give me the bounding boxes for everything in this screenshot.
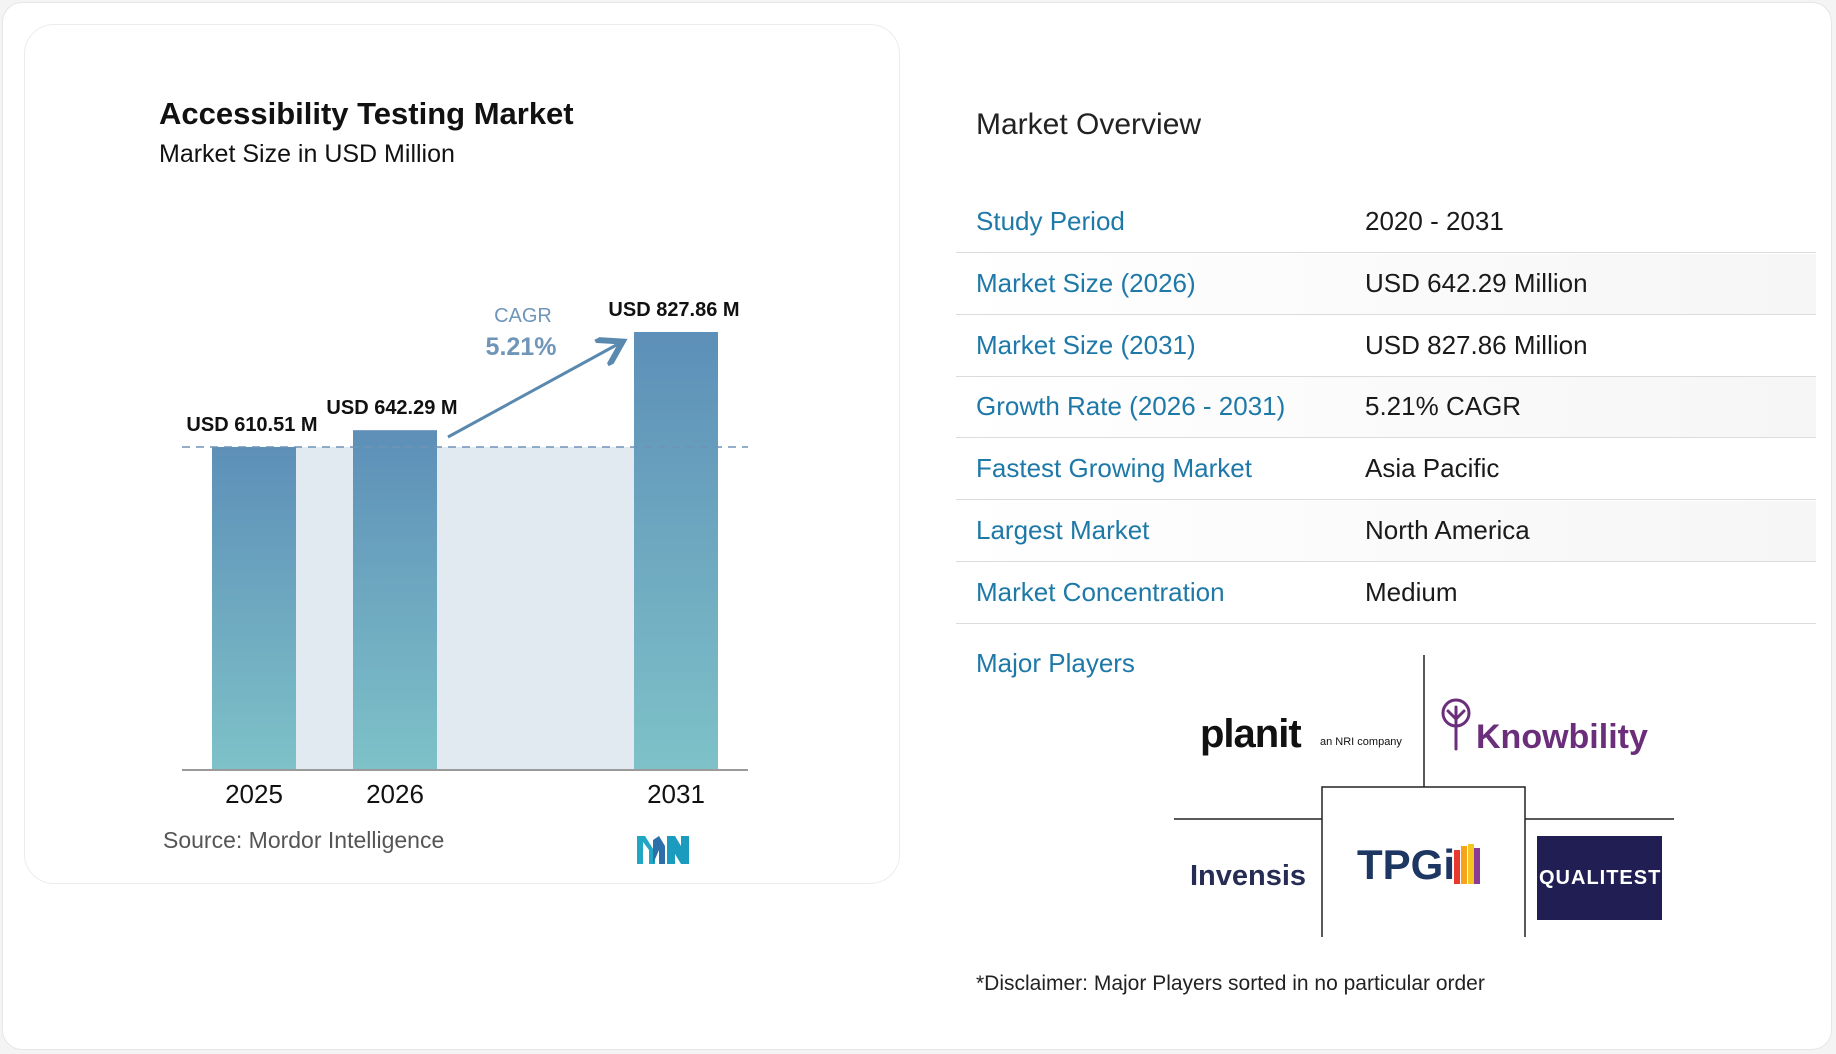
bar-2025 (212, 446, 296, 770)
overview-row-value: Asia Pacific (1365, 453, 1500, 483)
knowbility-logo: Knowbility (1476, 718, 1648, 756)
overview-row-label: Market Size (2031) (976, 330, 1196, 360)
planit-sub-logo: an NRI company (1320, 736, 1402, 748)
overview-row-value: USD 827.86 Million (1365, 330, 1588, 360)
baseline-band (296, 446, 634, 770)
source-note: Source: Mordor Intelligence (163, 827, 445, 853)
overview-row-value: 2020 - 2031 (1365, 206, 1504, 236)
overview-row-label: Largest Market (976, 515, 1150, 545)
invensis-logo: Invensis (1190, 860, 1307, 892)
cagr-arrow (447, 343, 620, 439)
mordor-intelligence-logo (637, 836, 689, 864)
overview-row: Largest Market North America (956, 501, 1816, 562)
data-label: USD 610.51 M (186, 414, 317, 436)
bar-2026 (353, 430, 437, 770)
overview-row: Study Period 2020 - 2031 (956, 192, 1816, 253)
bar-chart: 2025 2026 2031 USD 610.51 M USD 642.29 M USD … (182, 299, 748, 809)
overview-row: Market Concentration Medium (956, 563, 1816, 624)
disclaimer: *Disclaimer: Major Players sorted in no … (976, 972, 1485, 995)
overview-row: Market Size (2031) USD 827.86 Million (956, 316, 1816, 377)
planit-logo: planit (1200, 712, 1302, 756)
x-tick-label: 2026 (366, 779, 424, 809)
data-label: USD 827.86 M (608, 299, 739, 321)
cagr-label: CAGR (494, 305, 552, 327)
overview-row-value: USD 642.29 Million (1365, 268, 1588, 298)
qualitest-logo-text: QUALITEST (1539, 867, 1662, 889)
tpgi-logo: TPGi (1357, 841, 1456, 888)
knowbility-leaf-icon (1441, 698, 1471, 751)
overview-row-value: Medium (1365, 577, 1458, 607)
bar-2031 (634, 332, 718, 770)
overview-row-label: Growth Rate (2026 - 2031) (976, 391, 1286, 421)
overview-title: Market Overview (976, 108, 1202, 141)
overview-row-label: Study Period (976, 206, 1125, 236)
qualitest-logo: QUALITEST (1537, 836, 1662, 920)
overview-row: Market Size (2026) USD 642.29 Million (956, 254, 1816, 315)
major-players-label: Major Players (976, 648, 1135, 678)
overview-row: Growth Rate (2026 - 2031) 5.21% CAGR (956, 377, 1816, 438)
overview-row-value: North America (1365, 515, 1530, 545)
overview-row-value: 5.21% CAGR (1365, 391, 1522, 421)
x-tick-label: 2031 (647, 779, 705, 809)
chart-title: Accessibility Testing Market (159, 96, 574, 131)
overview-row-label: Fastest Growing Market (976, 453, 1252, 483)
cagr-value: 5.21% (486, 333, 557, 361)
tpgi-color-stripes-icon (1454, 844, 1480, 884)
overview-row-label: Market Concentration (976, 577, 1225, 607)
overview-row: Fastest Growing Market Asia Pacific (956, 439, 1816, 500)
data-label: USD 642.29 M (326, 397, 457, 419)
x-tick-label: 2025 (225, 779, 283, 809)
chart-subtitle: Market Size in USD Million (159, 140, 455, 168)
overview-row-label: Market Size (2026) (976, 268, 1196, 298)
